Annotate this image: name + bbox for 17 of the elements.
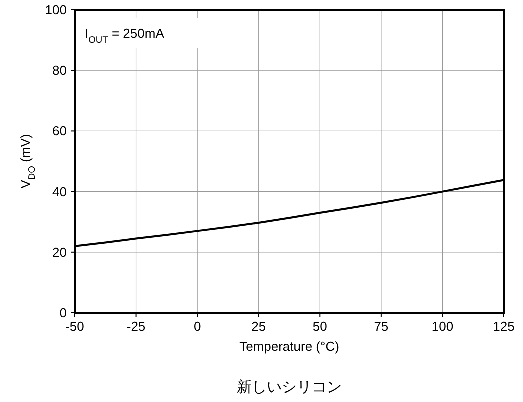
x-tick-label: 75 [374, 319, 389, 334]
y-tick-label: 40 [52, 184, 67, 200]
x-tick-label: -50 [66, 319, 84, 334]
x-tick-label: 100 [432, 319, 454, 334]
annotation: I$_{OUT}$ = 250mA [85, 26, 165, 45]
x-axis-title: Temperature (°C) [240, 339, 340, 354]
y-tick-label: 0 [60, 306, 67, 320]
x-tick-label: 25 [252, 319, 266, 334]
x-tick-label: 50 [312, 319, 328, 334]
x-tick-label: 125 [493, 319, 515, 334]
text: 新しいシリコン [237, 378, 342, 396]
x-tick-label: -25 [126, 319, 146, 334]
y-tick-label: 100 [45, 2, 67, 18]
x-tick-label: 0 [194, 319, 202, 334]
y-tick-label: 20 [52, 244, 67, 260]
y-tick-label: 80 [52, 63, 67, 78]
y-tick-label: 60 [52, 124, 67, 139]
